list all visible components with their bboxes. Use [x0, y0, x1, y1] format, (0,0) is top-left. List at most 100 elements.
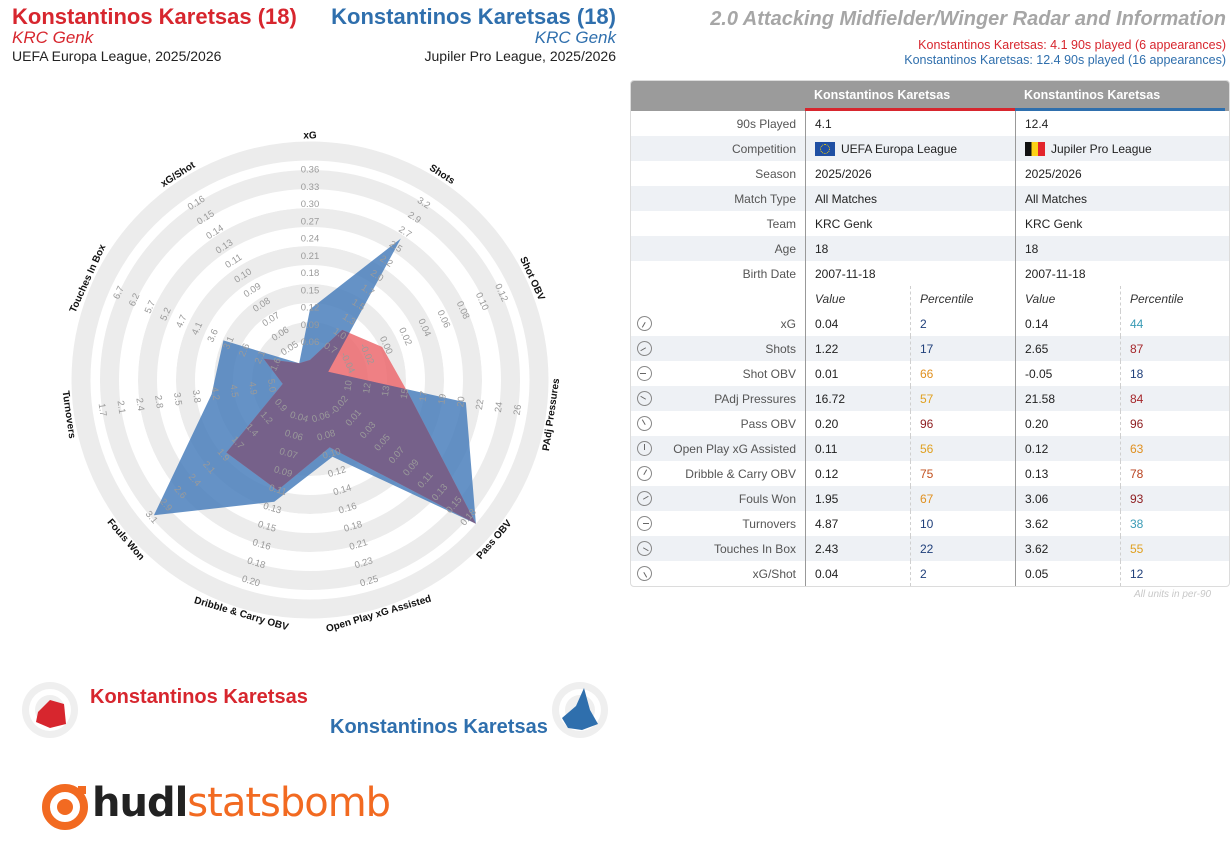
info-table: Konstantinos Karetsas Konstantinos Karet… [630, 80, 1230, 587]
stat-percentile-player2: 78 [1120, 461, 1225, 486]
stat-percentile-player1: 10 [910, 511, 1015, 536]
stat-label: Open Play xG Assisted [631, 441, 805, 456]
radar-ring [195, 265, 425, 495]
stat-value-player2: 0.05 [1015, 561, 1120, 586]
info-label: Season [755, 166, 796, 181]
stat-value-player2: 0.14 [1015, 311, 1120, 336]
stat-percentile-player2: 55 [1120, 536, 1225, 561]
stat-percentile-player1: 56 [910, 436, 1015, 461]
table-row: Open Play xG Assisted 0.11 56 0.12 63 [631, 436, 1229, 461]
radar-ring [176, 246, 444, 514]
stat-column-header: Value Percentile Value Percentile [631, 286, 1229, 311]
tick-label: 0.10 [321, 446, 342, 462]
table-row: Turnovers 4.87 10 3.62 38 [631, 511, 1229, 536]
metric-dial-icon [634, 338, 655, 359]
tick-label: 10 [342, 380, 354, 392]
stat-label: PAdj Pressures [631, 388, 805, 409]
stat-percentile-player1: 96 [910, 411, 1015, 436]
col-value-2: Value [1015, 286, 1120, 311]
col-value-1: Value [805, 286, 910, 311]
player2-minutes: Konstantinos Karetsas: 12.4 90s played (… [904, 53, 1226, 67]
tick-label: 0.16 [251, 537, 272, 553]
player1-minutes: Konstantinos Karetsas: 4.1 90s played (6… [918, 38, 1226, 52]
tick-label: 15 [399, 388, 411, 400]
metric-dial-icon [637, 441, 652, 456]
stat-value-player2: 0.20 [1015, 411, 1120, 436]
stat-value-player1: 0.20 [805, 411, 910, 436]
stat-value-player1: 16.72 [805, 386, 910, 411]
info-label: Competition [731, 141, 796, 156]
tick-label: 0.08 [316, 428, 337, 444]
table-row: Shot OBV 0.01 66 -0.05 18 [631, 361, 1229, 386]
table-row: PAdj Pressures 16.72 57 21.58 84 [631, 386, 1229, 411]
table-row: Age 18 18 [631, 236, 1229, 261]
tick-label: 19 [436, 393, 448, 405]
stat-value-player1: 1.95 [805, 486, 910, 511]
metric-dial-icon [634, 538, 655, 559]
tick-label: 0.25 [359, 574, 380, 590]
stat-label: Fouls Won [631, 488, 805, 509]
info-rows: 90s Played 4.1 12.4 Competition UEFA Europa … [631, 111, 1229, 286]
table-row: Shots 1.22 17 2.65 87 [631, 336, 1229, 361]
tick-label: 0.15 [256, 519, 277, 535]
radar-ring [119, 189, 501, 571]
stat-value-player1: 0.11 [805, 436, 910, 461]
player2-legend-label: Konstantinos Karetsas [330, 716, 548, 738]
tick-label: 0.21 [301, 251, 320, 262]
tick-label: 13 [380, 385, 392, 397]
tick-label: 2.4 [133, 397, 146, 412]
radar-chart: 0.06 0.09 0.12 0.15 0.18 0.21 0.24 0.27 0.30 0.33… [59, 131, 562, 635]
series-overlap-area [226, 329, 476, 524]
stat-label: Touches In Box [631, 538, 805, 559]
tick-label: 5.2 [158, 306, 173, 323]
stat-value-player1: 0.04 [805, 561, 910, 586]
tick-label: 3.8 [190, 389, 203, 404]
info-label: Match Type [734, 191, 796, 206]
tick-label: 0.30 [301, 199, 320, 210]
table-row: Birth Date 2007-11-18 2007-11-18 [631, 261, 1229, 286]
stat-percentile-player2: 93 [1120, 486, 1225, 511]
table-header: Konstantinos Karetsas Konstantinos Karet… [631, 81, 1229, 111]
stat-label: Turnovers [631, 516, 805, 531]
stat-label: xG/Shot [631, 563, 805, 584]
tick-label: 4.1 [190, 320, 205, 337]
tick-label: 3.1 [221, 335, 236, 352]
statsbomb-mark-icon [42, 784, 88, 830]
stat-value-player2: -0.05 [1015, 361, 1120, 386]
radar-ring [71, 141, 549, 619]
tick-label: 1.6 [268, 356, 283, 373]
stat-value-player2: 21.58 [1015, 386, 1120, 411]
tick-label: 0.06 [311, 410, 332, 426]
stat-percentile-player2: 84 [1120, 386, 1225, 411]
info-label: Birth Date [742, 266, 796, 281]
tick-label: 0.09 [273, 464, 294, 480]
metric-dial-icon [634, 413, 655, 434]
belgium-flag-icon [1025, 141, 1045, 156]
stat-percentile-player1: 17 [910, 336, 1015, 361]
stat-percentile-player1: 2 [910, 311, 1015, 336]
tick-label: 12 [361, 382, 373, 394]
col-pct-1: Percentile [910, 286, 1015, 311]
stat-value-player1: 0.04 [805, 311, 910, 336]
radar-ring [138, 208, 482, 552]
metric-label: xG [303, 131, 317, 142]
stat-percentile-player1: 22 [910, 536, 1015, 561]
table-row: Match Type All Matches All Matches [631, 186, 1229, 211]
info-value-player1: UEFA Europa League [805, 136, 1015, 161]
stat-value-player2: 3.06 [1015, 486, 1120, 511]
table-row: xG 0.04 2 0.14 44 [631, 311, 1229, 336]
table-row: 90s Played 4.1 12.4 [631, 111, 1229, 136]
table-header-player2: Konstantinos Karetsas [1015, 81, 1225, 111]
tick-label: 4.9 [246, 381, 259, 396]
stat-value-player2: 0.12 [1015, 436, 1120, 461]
tick-label: 0.06 [301, 337, 320, 348]
tick-label: 4.5 [227, 384, 240, 399]
tick-label: 0.14 [332, 482, 353, 498]
tick-label: 4.7 [174, 313, 189, 330]
stat-percentile-player2: 38 [1120, 511, 1225, 536]
tick-label: 22 [474, 398, 486, 410]
stat-percentile-player2: 44 [1120, 311, 1225, 336]
tick-label: 0.15 [301, 285, 320, 296]
tick-label: 0.36 [301, 165, 320, 176]
tick-label: 0.11 [268, 483, 288, 499]
